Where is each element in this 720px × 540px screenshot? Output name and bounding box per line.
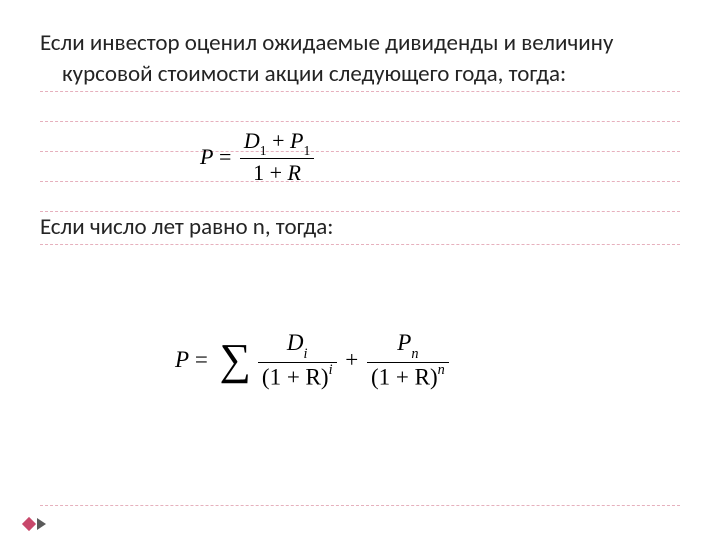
footer-decoration: [24, 518, 46, 530]
formula-1: P = D1 + P1 1 + R: [200, 128, 317, 186]
bottom-rule: [40, 505, 680, 506]
f1-eq: =: [213, 144, 236, 169]
formula-2: P = ∑ Di (1 + R)i + Pn (1 + R)n: [175, 330, 452, 390]
para2-text: Если число лет равно n, тогда:: [40, 212, 680, 243]
f2-lhs: P: [175, 347, 189, 372]
slide-content: Если инвестор оценил ожидаемые дивиденды…: [0, 0, 720, 245]
f2-term2: Pn (1 + R)n: [367, 330, 449, 390]
f1-numerator: D1 + P1: [240, 128, 314, 159]
para1-text: Если инвестор оценил ожидаемые дивиденды…: [40, 28, 680, 90]
f1-fraction: D1 + P1 1 + R: [240, 128, 314, 186]
paragraph-2: Если число лет равно n, тогда:: [40, 212, 680, 245]
ruled-line: [40, 122, 680, 152]
diamond-icon: [22, 517, 36, 531]
summation-icon: ∑: [220, 338, 251, 382]
ruled-line: [40, 152, 680, 182]
paragraph-1: Если инвестор оценил ожидаемые дивиденды…: [40, 28, 680, 92]
f1-lhs: P: [200, 144, 213, 169]
f2-t1-num: Di: [258, 330, 337, 363]
f2-plus: +: [340, 347, 364, 372]
f2-t1-den: (1 + R)i: [258, 363, 337, 391]
f2-t2-num: Pn: [367, 330, 449, 363]
ruled-line: [40, 92, 680, 122]
f2-t2-den: (1 + R)n: [367, 363, 449, 391]
ruled-line: [40, 182, 680, 212]
f2-term1: Di (1 + R)i: [258, 330, 337, 390]
play-icon: [37, 518, 46, 530]
f2-eq: =: [189, 347, 213, 372]
f1-denominator: 1 + R: [240, 159, 314, 186]
